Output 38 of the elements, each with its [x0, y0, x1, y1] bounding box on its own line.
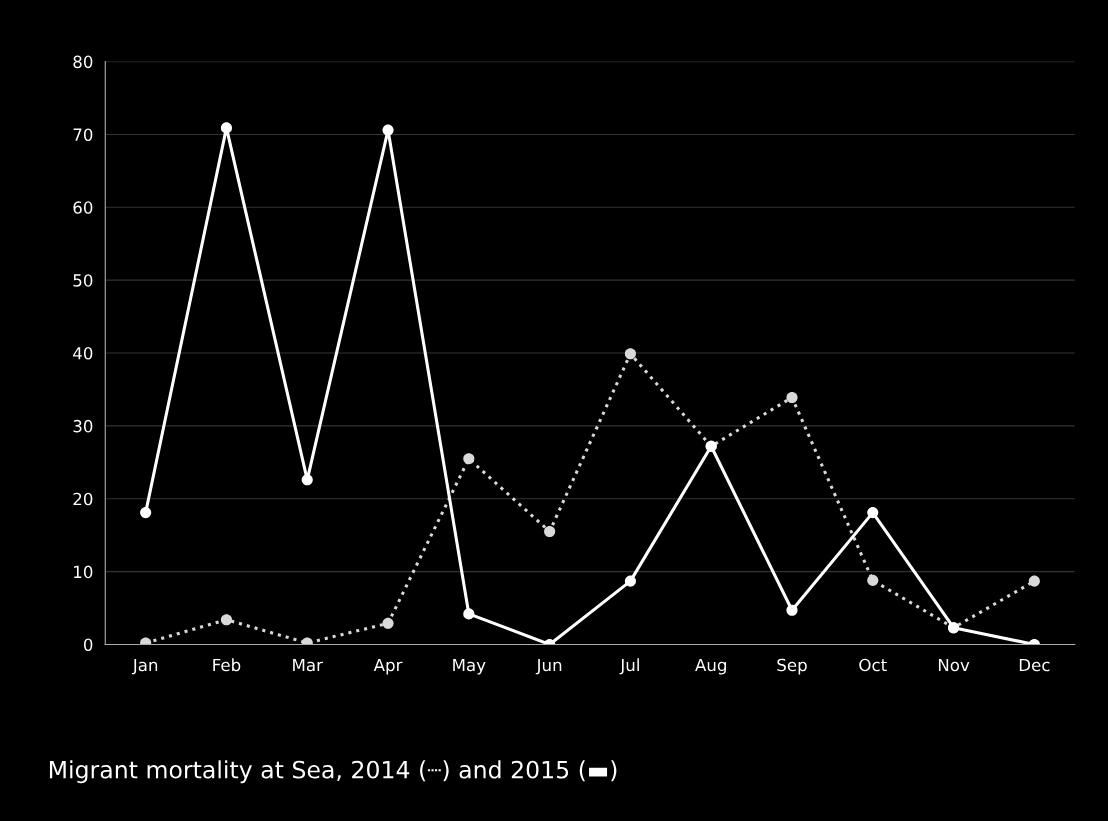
y-tick-label: 40 — [73, 346, 93, 360]
point — [1028, 575, 1040, 587]
x-tick-label: Dec — [1019, 658, 1050, 672]
x-tick-label: May — [453, 658, 486, 675]
point — [463, 453, 475, 465]
y-tick-label: 60 — [73, 201, 93, 214]
point — [544, 525, 556, 538]
point — [867, 574, 879, 586]
x-tick-label: Sep — [777, 658, 807, 675]
x-tick-label: Jun — [535, 658, 562, 675]
point — [301, 474, 313, 486]
y-tick-label: 50 — [73, 274, 93, 287]
x-tick-label: Nov — [938, 658, 970, 672]
y-tick-label: 30 — [73, 419, 93, 433]
point — [220, 614, 232, 626]
point — [140, 507, 152, 519]
x-tick-label: Feb — [213, 658, 241, 672]
y-tick-label: 70 — [73, 128, 93, 142]
point — [382, 124, 394, 136]
point — [220, 122, 232, 134]
point — [786, 604, 798, 616]
point — [624, 348, 636, 360]
point — [786, 391, 798, 404]
y-tick-label: 0 — [83, 638, 93, 652]
x-tick-label: Apr — [373, 658, 403, 675]
x-tick-label: Jul — [619, 658, 639, 675]
x-tick-label: Aug — [695, 658, 726, 675]
point — [624, 575, 636, 587]
x-tick-label: Mar — [293, 658, 323, 672]
point — [463, 608, 475, 620]
x-tick-label: Jan — [131, 658, 158, 675]
y-tick-label: 20 — [73, 492, 93, 506]
point — [382, 617, 394, 629]
y-tick-label: 80 — [73, 55, 93, 69]
point — [867, 507, 879, 519]
text: Migrant mortality at Sea, 2014 (┈) and 2015 (▬) — [49, 760, 617, 784]
y-tick-label: 10 — [74, 565, 93, 579]
x-tick-label: Oct — [859, 658, 887, 672]
